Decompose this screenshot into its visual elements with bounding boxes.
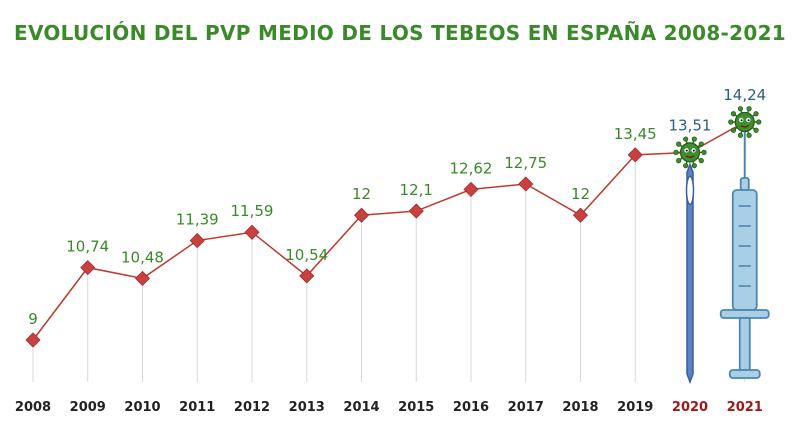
data-marker [408,203,424,219]
x-tick-label: 2011 [179,400,215,415]
x-tick-label: 2015 [398,400,434,415]
decorations [685,132,770,385]
data-marker [80,260,96,276]
data-marker [627,147,643,163]
data-label: 14,24 [723,86,766,104]
data-marker [572,207,589,223]
data-label: 10,74 [66,238,109,256]
chart-title: EVOLUCIÓN DEL PVP MEDIO DE LOS TEBEOS EN… [14,21,786,45]
x-tick-label: 2018 [562,400,598,415]
x-axis-labels: 2008 2009 2010 2011 2012 2013 2014 2015 2016 2017… [15,400,763,415]
data-label: 12,75 [504,154,547,172]
x-tick-label: 2013 [289,400,325,415]
data-label: 9 [28,310,38,328]
series-line [32,121,746,341]
value-label-group: 9 10,74 10,48 11,39 11,59 10,54 12 12,1 12,62 12,… [28,86,766,328]
series-line-group [32,121,746,341]
data-label: 12,1 [400,181,433,199]
x-tick-label: 2019 [617,400,653,415]
x-tick-label: 2012 [234,400,270,415]
data-label: 13,51 [669,116,712,134]
needle-icon [685,162,695,385]
virus-icon [728,106,762,138]
data-marker [25,332,41,348]
x-tick-label: 2014 [343,400,379,415]
data-label: 10,54 [285,246,328,264]
data-marker [189,233,205,249]
syringe-icon [719,132,770,379]
x-tick-label: 2008 [15,400,51,415]
data-label: 12 [352,185,371,203]
data-label: 11,39 [176,211,219,229]
x-tick-label: 2010 [124,400,160,415]
data-marker [299,268,315,284]
x-tick-label: 2021 [727,400,763,415]
data-label: 12,62 [450,159,493,177]
data-marker [134,270,151,286]
x-tick-label: 2017 [508,400,544,415]
data-label: 10,48 [121,248,164,266]
data-marker [353,207,370,223]
x-tick-label: 2020 [672,400,708,415]
data-marker [244,224,260,240]
marker-group [25,106,762,348]
data-marker [518,176,534,192]
data-label: 12 [571,185,590,203]
data-marker [463,181,479,197]
data-label: 13,45 [614,125,657,143]
virus-icon [673,136,707,169]
data-label: 11,59 [231,202,274,220]
x-tick-label: 2009 [70,400,106,415]
x-tick-label: 2016 [453,400,489,415]
